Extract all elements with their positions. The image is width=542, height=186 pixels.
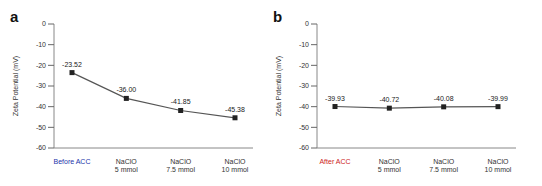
svg-text:-45.38: -45.38 xyxy=(225,106,245,113)
svg-text:NaClO7.5 mmol: NaClO7.5 mmol xyxy=(429,158,458,173)
html-text:a: a xyxy=(10,8,19,25)
svg-text:NaClO5 mmol: NaClO5 mmol xyxy=(378,158,401,173)
svg-text:-60: -60 xyxy=(36,144,46,151)
svg-text:0: 0 xyxy=(305,20,309,27)
svg-text:-23.52: -23.52 xyxy=(62,61,82,68)
svg-text:-40.72: -40.72 xyxy=(379,96,399,103)
svg-text:-60: -60 xyxy=(299,144,309,151)
html-text:b: b xyxy=(273,8,283,25)
svg-text:-36.00: -36.00 xyxy=(116,86,136,93)
svg-text:-20: -20 xyxy=(299,62,309,69)
svg-text:-30: -30 xyxy=(36,82,46,89)
svg-text:NaClO10 mmol: NaClO10 mmol xyxy=(485,158,512,173)
svg-text:NaClO5 mmol: NaClO5 mmol xyxy=(115,158,138,173)
svg-text:-40.08: -40.08 xyxy=(434,95,454,102)
svg-text:NaClO10 mmol: NaClO10 mmol xyxy=(222,158,249,173)
svg-text:NaClO7.5 mmol: NaClO7.5 mmol xyxy=(166,158,195,173)
svg-text:-10: -10 xyxy=(299,41,309,48)
svg-text:-10: -10 xyxy=(36,41,46,48)
svg-text:-39.99: -39.99 xyxy=(488,95,508,102)
svg-text:Zeta Potential (mV): Zeta Potential (mV) xyxy=(12,56,20,116)
svg-text:-30: -30 xyxy=(299,82,309,89)
svg-text:Before ACC: Before ACC xyxy=(54,158,91,165)
svg-text:-20: -20 xyxy=(36,62,46,69)
svg-text:After ACC: After ACC xyxy=(319,158,350,165)
svg-text:Zeta Potential (mV): Zeta Potential (mV) xyxy=(275,56,283,116)
svg-text:-40: -40 xyxy=(299,103,309,110)
svg-text:0: 0 xyxy=(42,20,46,27)
svg-text:-50: -50 xyxy=(299,124,309,131)
svg-text:-39.93: -39.93 xyxy=(325,95,345,102)
svg-text:-50: -50 xyxy=(36,124,46,131)
svg-text:-41.85: -41.85 xyxy=(171,98,191,105)
svg-text:-40: -40 xyxy=(36,103,46,110)
